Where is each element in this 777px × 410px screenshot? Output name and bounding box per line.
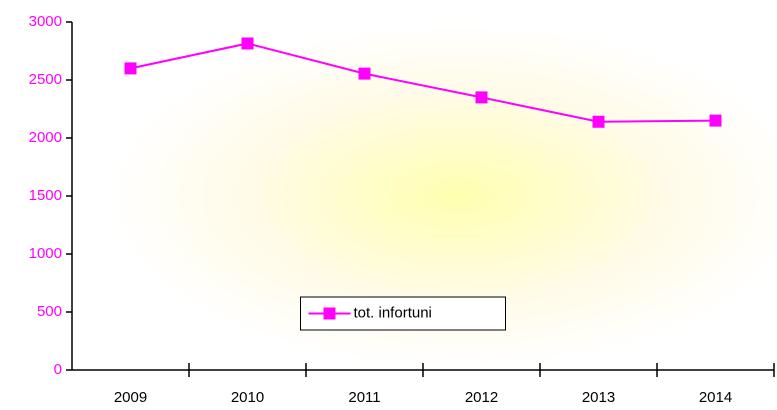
legend-marker — [323, 307, 336, 320]
marker — [592, 115, 605, 128]
x-tick-label: 2009 — [114, 389, 147, 406]
marker — [475, 91, 488, 104]
legend-label: tot. infortuni — [354, 304, 432, 321]
marker — [709, 114, 722, 127]
x-tick-label: 2014 — [699, 389, 732, 406]
marker — [358, 67, 371, 80]
y-tick-label: 500 — [37, 303, 62, 320]
x-tick-label: 2011 — [348, 389, 380, 406]
x-tick-label: 2010 — [231, 389, 264, 406]
y-tick-label: 1500 — [29, 187, 62, 204]
y-tick-label: 3000 — [29, 13, 62, 30]
line — [130, 42, 716, 123]
y-tick-label: 1000 — [29, 245, 62, 262]
y-tick-label: 0 — [54, 361, 62, 378]
x-tick-label: 2013 — [582, 389, 615, 406]
y-tick-label: 2500 — [29, 71, 62, 88]
marker — [241, 37, 254, 50]
marker — [124, 62, 137, 75]
x-tick-label: 2012 — [465, 389, 498, 406]
y-tick-label: 2000 — [29, 129, 62, 146]
